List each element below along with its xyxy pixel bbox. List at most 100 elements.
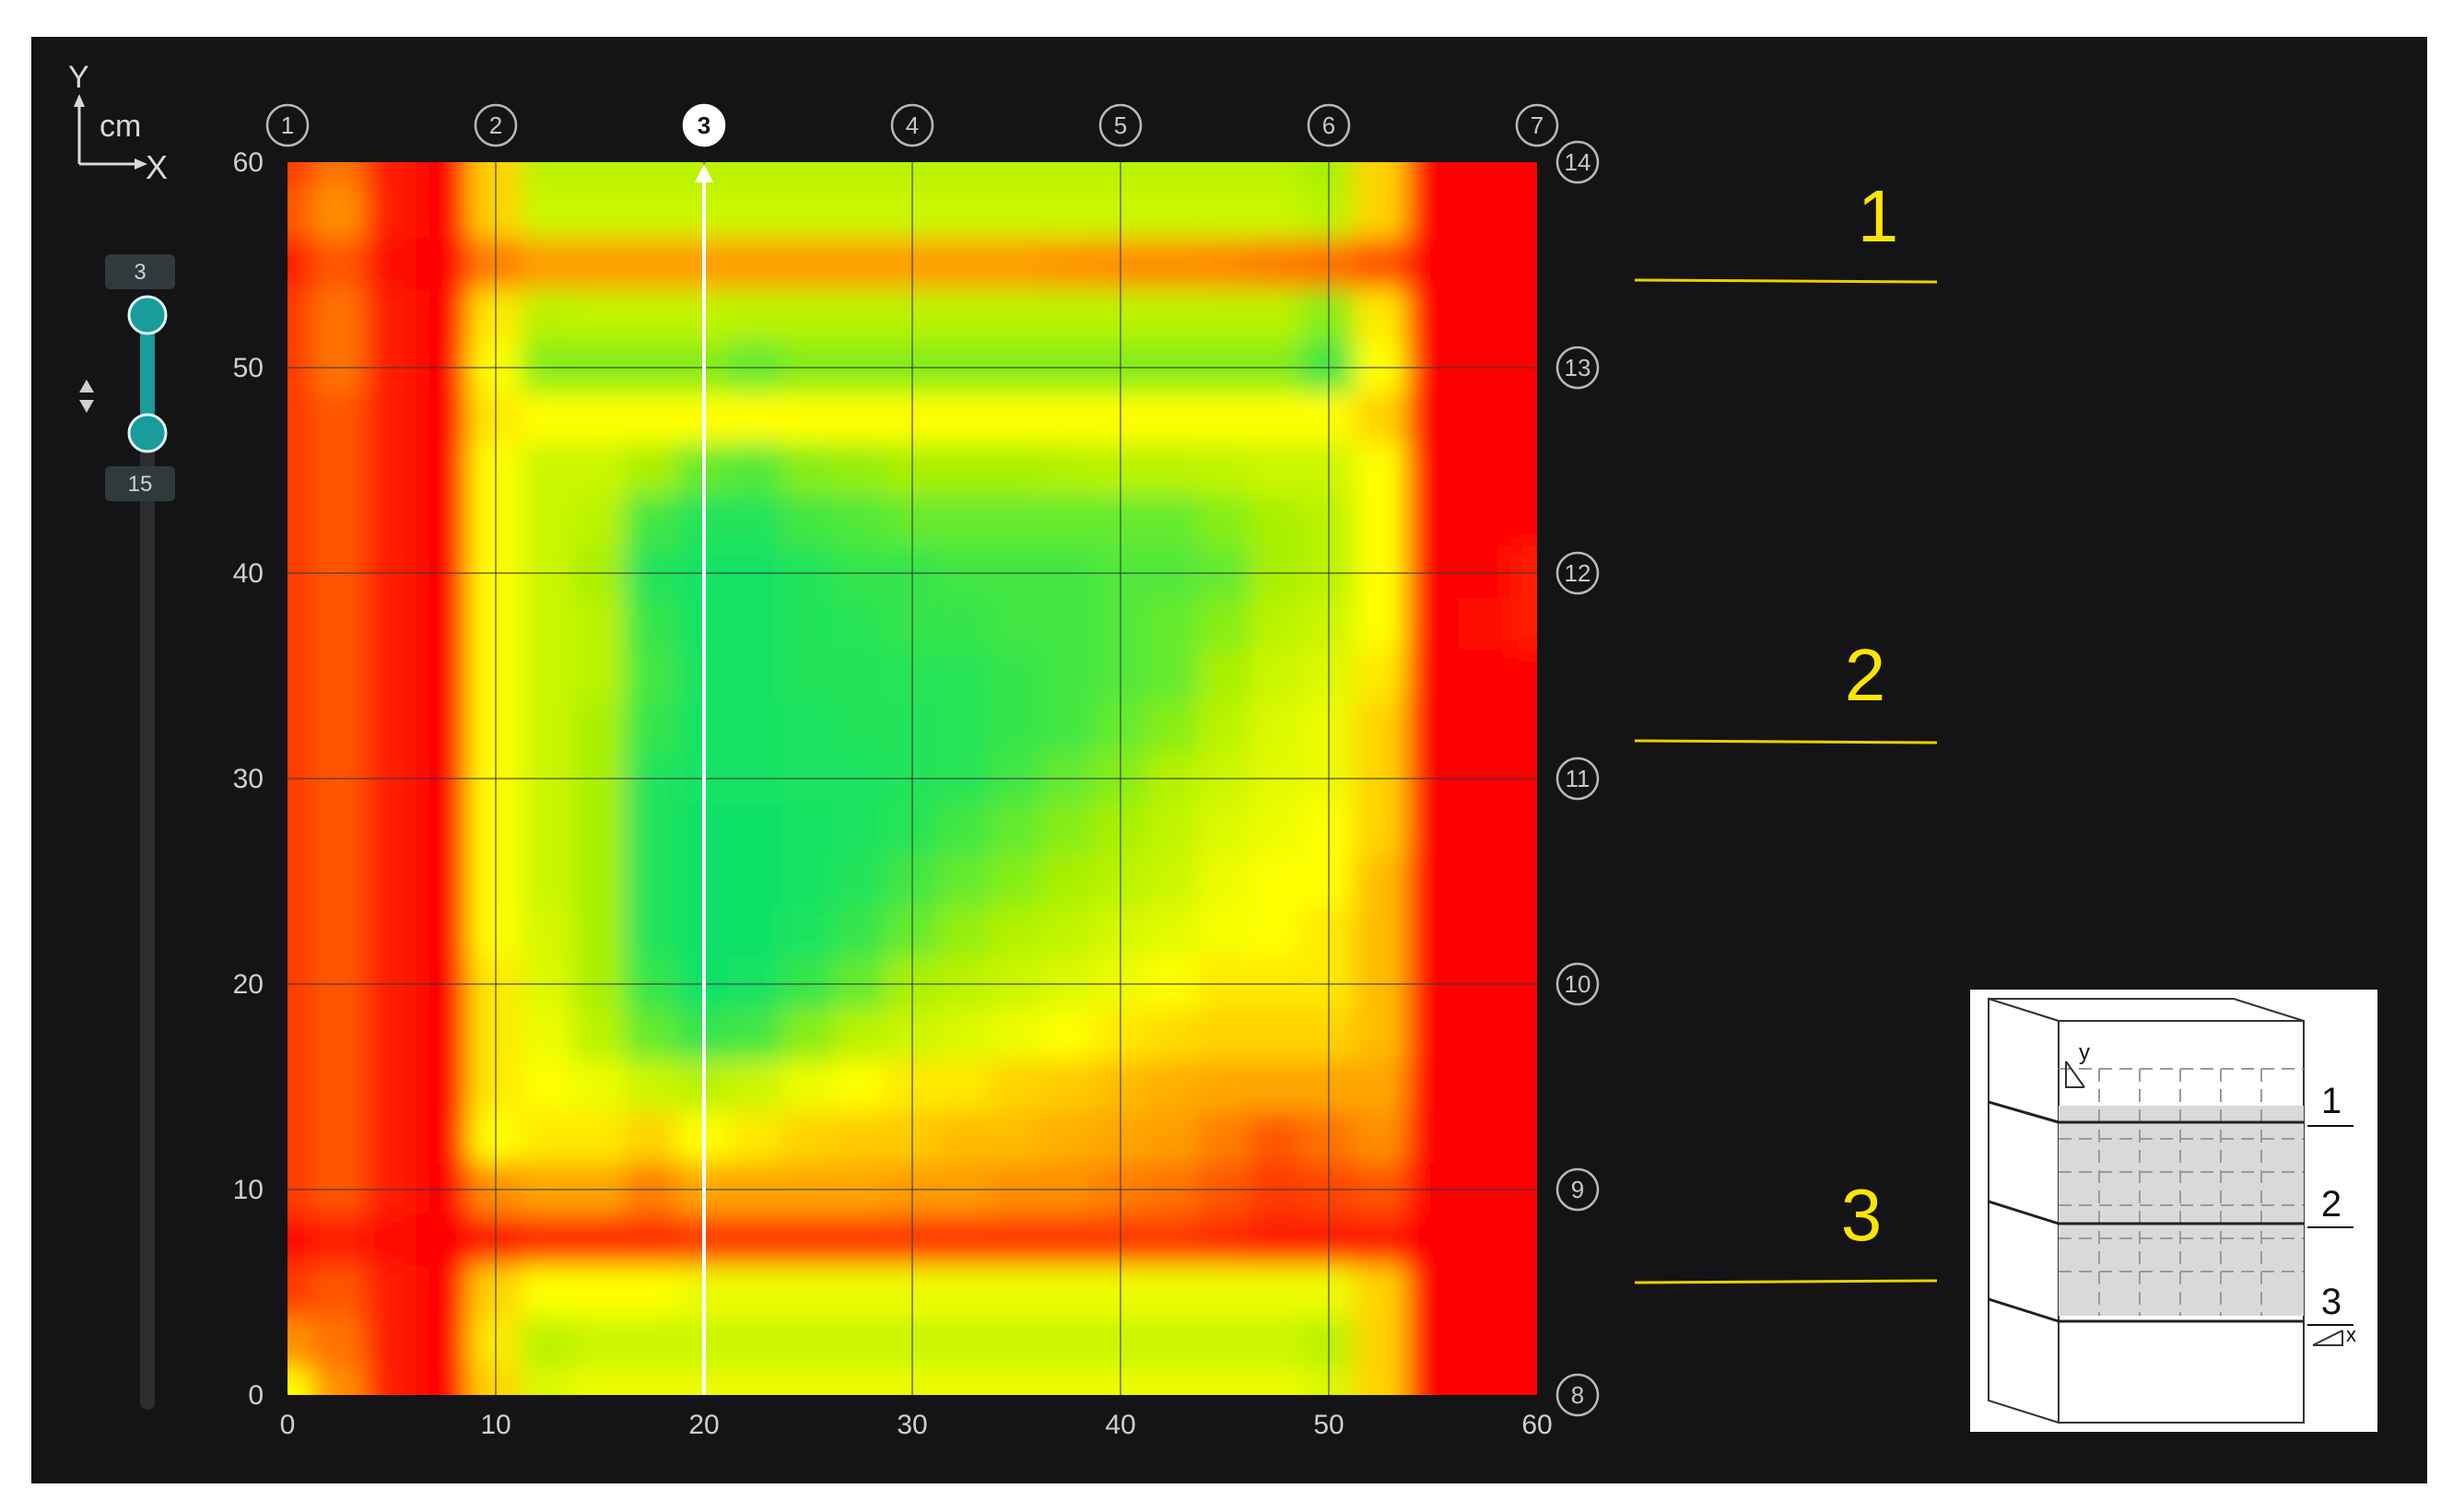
x-tick-label: 30 [897, 1410, 927, 1440]
heatmap-cell [1250, 392, 1304, 446]
row-marker[interactable]: 12 [1555, 551, 1600, 595]
heatmap-cell [780, 443, 836, 498]
heatmap-cell [1145, 597, 1200, 651]
heatmap-cell [625, 186, 679, 240]
heatmap-cell [729, 700, 783, 755]
heatmap-cell [780, 700, 836, 755]
heatmap-cell [312, 1265, 367, 1319]
heatmap-cell [1145, 803, 1200, 857]
heatmap-cell [1458, 649, 1512, 703]
heatmap-cell [288, 803, 315, 857]
heatmap-cell [1197, 700, 1252, 755]
heatmap-cell [1041, 803, 1096, 857]
heatmap-cell [1250, 186, 1304, 240]
heatmap-cell [288, 1060, 315, 1114]
heatmap-panel: Y cm X 3 15 0 10 20 30 40 50 60 0 10 20 30 40 50 60 1… [31, 37, 2427, 1483]
row-marker-label: 13 [1565, 354, 1591, 381]
slider-lower-handle[interactable] [127, 413, 168, 453]
heatmap-cell [1145, 1060, 1200, 1114]
heatmap-cell [1145, 854, 1200, 908]
column-marker-circle [1098, 103, 1143, 147]
heatmap-cell [780, 162, 836, 189]
heatmap-cell [1041, 392, 1096, 446]
column-marker[interactable]: 5 [1098, 103, 1143, 147]
heatmap-cell [1250, 854, 1304, 908]
heatmap-cell [521, 906, 575, 960]
heatmap-cell [937, 1060, 992, 1114]
heatmap-cell [1041, 1111, 1096, 1166]
layer-range-slider[interactable]: 3 15 [79, 254, 175, 1410]
heatmap-cell [288, 1368, 315, 1395]
layer-label-1: 1 [1858, 175, 1899, 257]
slider-track[interactable] [140, 313, 155, 1410]
column-marker-circle [1307, 103, 1351, 147]
heatmap-cell [1458, 700, 1512, 755]
heatmap-cell [364, 443, 419, 498]
row-marker-label: 14 [1565, 148, 1591, 176]
column-marker[interactable]: 6 [1307, 103, 1351, 147]
slider-upper-handle[interactable] [127, 295, 168, 335]
heatmap-cell [1197, 289, 1252, 344]
heatmap-cell [312, 1368, 367, 1395]
heatmap-cell [312, 495, 367, 549]
row-marker[interactable]: 14 [1555, 140, 1600, 184]
heatmap-cell [1509, 289, 1537, 344]
heatmap-cell [729, 392, 783, 446]
heatmap-cell [625, 495, 679, 549]
heatmap-cell [989, 238, 1044, 292]
heatmap-cell [1509, 186, 1537, 240]
heatmap-cell [288, 854, 315, 908]
heatmap-cell [1197, 495, 1252, 549]
heatmap-cell [937, 392, 992, 446]
column-marker[interactable]: 1 [265, 103, 310, 147]
row-marker-circle [1555, 346, 1600, 390]
heatmap-cell [1145, 238, 1200, 292]
heatmap-cell [572, 1111, 628, 1166]
heatmap-cell [288, 289, 315, 344]
heatmap-cell [833, 700, 887, 755]
heatmap-cell [1509, 1111, 1537, 1166]
heatmap-cell [312, 186, 367, 240]
selected-section-arrow [695, 164, 713, 182]
heatmap-cell [989, 443, 1044, 498]
column-marker[interactable]: 3 [682, 103, 726, 147]
y-tick-label: 10 [233, 1175, 264, 1205]
heatmap-cell [1405, 803, 1461, 857]
heatmap-cell [1041, 854, 1096, 908]
row-marker[interactable]: 8 [1555, 1373, 1600, 1417]
heatmap-cell [833, 495, 887, 549]
heatmap-cell [625, 906, 679, 960]
row-marker-circle [1555, 140, 1600, 184]
up-down-arrows-icon[interactable] [79, 380, 94, 413]
column-marker-label: 3 [698, 111, 710, 139]
column-marker-label: 6 [1322, 111, 1335, 139]
heatmap-cell [937, 162, 992, 189]
column-marker-label: 4 [906, 111, 919, 139]
column-marker[interactable]: 2 [474, 103, 518, 147]
heatmap-cell [625, 1213, 679, 1268]
row-marker[interactable]: 11 [1555, 756, 1600, 801]
heatmap-cell [1458, 186, 1512, 240]
heatmap-cell [833, 186, 887, 240]
heatmap-cell [1354, 392, 1408, 446]
heatmap-cell [1509, 854, 1537, 908]
heatmap-cell [1405, 1008, 1461, 1062]
heatmap-cell [1250, 597, 1304, 651]
heatmap-cell [1405, 906, 1461, 960]
heatmap-cell [1458, 1317, 1512, 1371]
row-marker[interactable]: 9 [1555, 1167, 1600, 1212]
row-marker[interactable]: 10 [1555, 962, 1600, 1006]
column-marker[interactable]: 7 [1515, 103, 1559, 147]
heatmap-cell [364, 597, 419, 651]
heatmap-cell [833, 162, 887, 189]
slider-lower-value-box [105, 466, 175, 501]
column-marker[interactable]: 4 [890, 103, 934, 147]
heatmap-cell [1041, 443, 1096, 498]
heatmap-cell [521, 1368, 575, 1395]
heatmap-cell [937, 495, 992, 549]
heatmap-cell [1197, 162, 1252, 189]
row-marker[interactable]: 13 [1555, 346, 1600, 390]
heatmap-cell [417, 1060, 471, 1114]
